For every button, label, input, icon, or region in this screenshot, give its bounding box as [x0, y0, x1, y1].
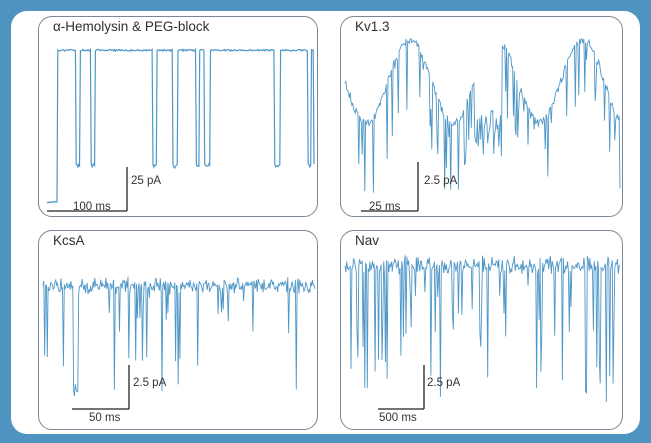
current-trace [42, 276, 316, 397]
scale-bar [47, 167, 128, 212]
panel-title: KcsA [53, 233, 85, 248]
trace-svg-kv13 [344, 38, 621, 212]
scalebar-current-label: 2.5 pA [424, 175, 458, 187]
current-trace [344, 255, 621, 402]
trace-svg-hemolysin [46, 47, 315, 212]
trace-line [42, 276, 316, 397]
scalebar-current-label: 25 pA [131, 175, 162, 187]
trace-svg-kcsa [42, 276, 316, 410]
scalebar-current-label: 2.5 pA [133, 377, 167, 389]
trace-line [46, 47, 315, 204]
panel-title: Nav [355, 233, 380, 248]
chart-panel-hemolysin: α-Hemolysin & PEG-block 25 pA 100 ms [38, 16, 318, 217]
current-trace [344, 38, 621, 193]
trace-line [344, 255, 621, 402]
current-trace [46, 47, 315, 204]
scale-bar [361, 162, 419, 212]
scalebar-time-label: 50 ms [89, 412, 121, 424]
figure-canvas: α-Hemolysin & PEG-block 25 pA 100 ms Kv1… [11, 11, 640, 434]
trace-line [344, 38, 621, 193]
scalebar-current-label: 2.5 pA [427, 377, 461, 389]
panel-title: α-Hemolysin & PEG-block [53, 19, 210, 34]
scalebar-time-label: 100 ms [73, 201, 111, 213]
chart-panel-kv13: Kv1.3 2.5 pA 25 ms [340, 16, 623, 217]
chart-panel-kcsa: KcsA 2.5 pA 50 ms [38, 230, 318, 430]
scalebar-time-label: 25 ms [369, 201, 401, 213]
panel-title: Kv1.3 [355, 19, 390, 34]
chart-panel-nav: Nav 2.5 pA 500 ms [340, 230, 623, 430]
scale-bar [72, 365, 130, 410]
trace-svg-nav [344, 255, 621, 410]
scale-bar [378, 365, 425, 410]
scalebar-time-label: 500 ms [379, 412, 417, 424]
